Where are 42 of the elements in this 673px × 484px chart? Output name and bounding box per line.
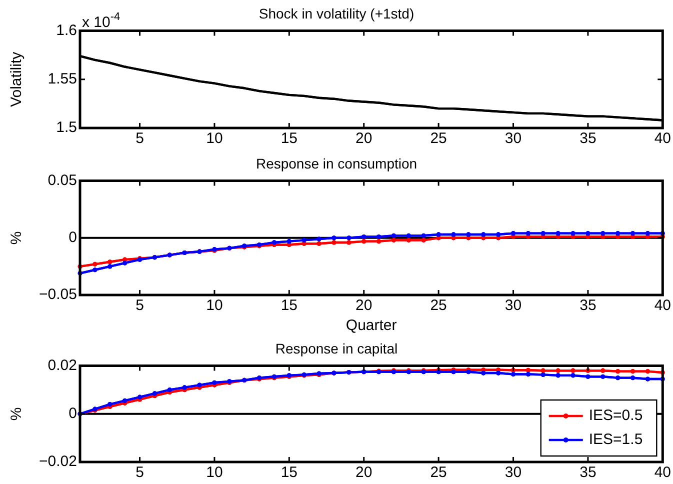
- x-tick-label: 40: [654, 297, 671, 314]
- y-tick-label: −0.02: [39, 453, 77, 470]
- x-tick-label: 15: [280, 130, 298, 148]
- legend-label: IES=0.5: [588, 407, 643, 424]
- x-tick-label: 20: [356, 130, 372, 148]
- x-tick-label: 20: [356, 297, 372, 314]
- y-tick-label: 0.02: [48, 356, 77, 374]
- x-tick-label: 10: [206, 297, 223, 314]
- x-tick-label: 35: [580, 130, 596, 148]
- x-tick-label: 5: [136, 464, 144, 482]
- x-tick-label: 10: [206, 464, 223, 482]
- x-tick-label: 25: [430, 130, 447, 148]
- x-tick-label: 40: [654, 130, 671, 148]
- x-tick-label: 5: [136, 297, 144, 314]
- y-tick-label: 1.5: [56, 119, 77, 136]
- x-axis-title: Quarter: [346, 317, 397, 334]
- x-tick-label: 15: [280, 297, 298, 314]
- x-tick-label: 30: [504, 464, 522, 482]
- x-tick-label: 30: [504, 130, 522, 148]
- x-tick-label: 20: [356, 464, 372, 482]
- chart-title: Response in consumption: [256, 155, 418, 172]
- x-tick-label: 15: [280, 464, 298, 482]
- x-tick-label: 40: [654, 464, 671, 482]
- y-axis-title: %: [8, 231, 26, 245]
- y-tick-label: 0.05: [48, 172, 77, 189]
- x-tick-label: 30: [504, 297, 522, 314]
- x-tick-label: 10: [206, 130, 223, 148]
- y-axis-title: %: [8, 407, 26, 421]
- x-tick-label: 25: [430, 297, 447, 314]
- y-tick-label: 0: [68, 229, 77, 246]
- y-tick-label: −0.05: [39, 286, 77, 304]
- y-tick-label: 1.55: [48, 70, 77, 88]
- chart-title: Shock in volatility (+1std): [258, 5, 414, 22]
- chart-title: Response in capital: [275, 340, 398, 356]
- x-tick-label: 35: [580, 297, 596, 314]
- x-tick-label: 5: [136, 130, 144, 148]
- legend-label: IES=1.5: [588, 431, 643, 448]
- y-tick-label: 0: [68, 405, 77, 422]
- y-axis-title: Volatility: [8, 51, 26, 107]
- x-tick-label: 35: [580, 464, 596, 482]
- y-tick-label: 1.6: [56, 22, 77, 39]
- x-tick-label: 25: [430, 464, 447, 482]
